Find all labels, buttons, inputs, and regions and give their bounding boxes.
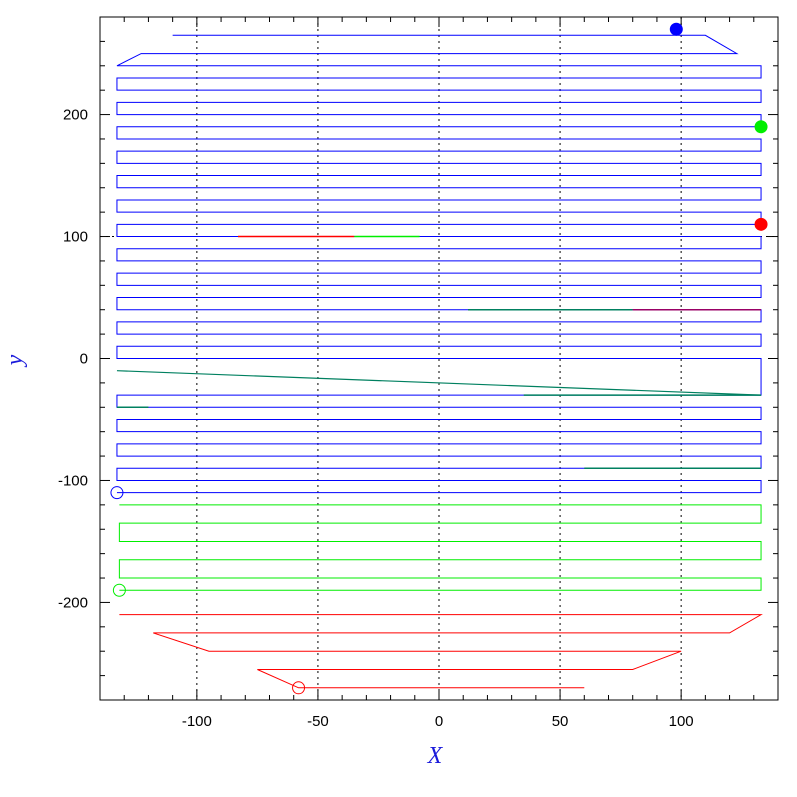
x-tick-label: -100 <box>182 713 212 730</box>
markers-layer <box>110 22 768 695</box>
y-tick-label: 200 <box>63 107 88 124</box>
x-axis-title: X <box>427 743 444 769</box>
diagonal-segment <box>116 370 762 396</box>
end-marker-1 <box>112 583 126 597</box>
axis-ticks <box>99 16 779 701</box>
x-tick-label: 100 <box>669 713 694 730</box>
x-tick-label: 0 <box>435 713 443 730</box>
y-tick-label: 0 <box>80 351 88 368</box>
series-path-0 <box>116 34 762 494</box>
y-tick-label: -100 <box>58 472 88 489</box>
series-path-2 <box>119 614 763 689</box>
series-path-1 <box>118 504 762 591</box>
start-marker-2 <box>754 217 768 231</box>
y-tick-labels: -200 -100 0 100 200 <box>58 107 88 612</box>
series-layer <box>116 34 763 689</box>
end-marker-2 <box>292 681 306 695</box>
end-marker-0 <box>110 486 124 500</box>
y-axis-title: y <box>2 354 28 367</box>
start-marker-0 <box>669 22 683 36</box>
start-marker-1 <box>754 120 768 134</box>
x-tick-label: -50 <box>307 713 329 730</box>
x-tick-label: 50 <box>552 713 569 730</box>
y-tick-label: -200 <box>58 594 88 611</box>
y-tick-label: 100 <box>63 229 88 246</box>
x-tick-labels: -100 -50 0 50 100 <box>182 713 694 730</box>
